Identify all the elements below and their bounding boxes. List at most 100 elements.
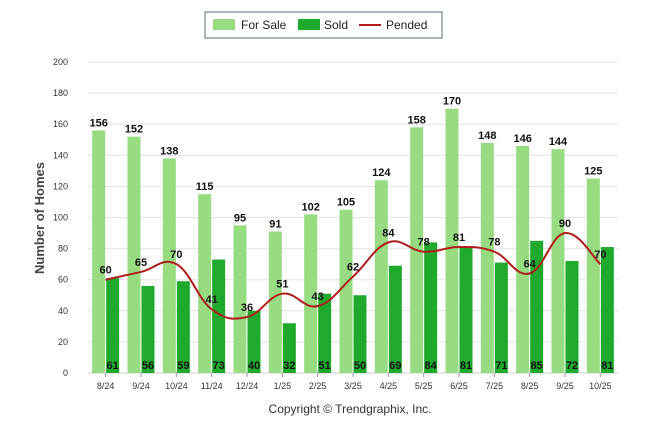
label-sold: 40	[248, 360, 260, 372]
bar-sold	[106, 278, 120, 373]
label-sold: 69	[389, 360, 401, 372]
label-for-sale: 144	[549, 136, 568, 148]
legend-label-sold: Sold	[324, 18, 348, 32]
y-tick-label: 120	[53, 181, 68, 191]
pended-line	[105, 232, 602, 320]
legend-swatch-for-sale	[213, 19, 235, 30]
bar-sold	[459, 247, 473, 373]
x-tick-label: 5/25	[415, 381, 433, 391]
label-pended: 70	[170, 249, 182, 261]
bar-sold	[141, 285, 155, 373]
x-tick-label: 6/25	[450, 381, 468, 391]
legend-swatch-sold	[298, 19, 320, 30]
legend[interactable]: For Sale Sold Pended	[204, 11, 443, 39]
label-pended: 70	[594, 249, 606, 261]
label-sold: 84	[425, 360, 438, 372]
bar-for-sale	[198, 194, 212, 373]
label-pended: 78	[418, 237, 430, 249]
label-for-sale: 102	[301, 201, 319, 213]
label-sold: 59	[177, 360, 189, 372]
label-sold: 72	[566, 360, 578, 372]
label-for-sale: 105	[337, 197, 355, 209]
label-for-sale: 158	[407, 114, 425, 126]
copyright-text: Copyright © Trendgraphix, Inc.	[269, 402, 432, 416]
bar-for-sale	[304, 214, 318, 373]
label-for-sale: 148	[478, 130, 496, 142]
x-tick-label: 9/25	[556, 381, 574, 391]
x-tick-label: 10/24	[165, 381, 188, 391]
y-tick-label: 200	[53, 57, 68, 67]
x-tick-label: 12/24	[236, 381, 259, 391]
x-tick-label: 3/25	[344, 381, 362, 391]
x-tick-label: 2/25	[309, 381, 327, 391]
label-sold: 51	[319, 360, 331, 372]
y-axis-ticks: 0 20 40 60 80 100 120 140 160 180 200	[53, 57, 68, 378]
x-tick-label: 8/24	[97, 381, 115, 391]
label-sold: 81	[601, 360, 613, 372]
bar-sold	[424, 242, 438, 373]
bar-for-sale	[445, 108, 459, 374]
label-sold: 85	[531, 360, 543, 372]
bar-sold	[388, 265, 402, 373]
label-sold: 50	[354, 360, 366, 372]
bar-for-sale	[374, 180, 388, 373]
label-pended: 64	[524, 258, 537, 270]
bar-for-sale	[586, 178, 600, 373]
bar-sold	[494, 262, 508, 373]
bar-sold	[600, 247, 614, 373]
label-sold: 73	[213, 360, 225, 372]
label-for-sale: 146	[513, 133, 531, 145]
label-for-sale: 125	[584, 166, 602, 178]
y-tick-label: 0	[63, 368, 68, 378]
label-sold: 71	[495, 360, 507, 372]
x-tick-label: 7/25	[486, 381, 504, 391]
legend-box	[204, 11, 443, 39]
label-sold: 61	[107, 360, 119, 372]
bar-sold	[565, 261, 579, 373]
x-tick-label: 1/25	[274, 381, 292, 391]
bar-for-sale	[480, 142, 494, 373]
y-tick-label: 140	[53, 150, 68, 160]
bar-for-sale	[551, 149, 565, 373]
y-tick-label: 60	[58, 275, 68, 285]
label-pended: 36	[241, 302, 253, 314]
bar-for-sale	[162, 158, 176, 373]
label-for-sale: 152	[125, 124, 143, 136]
label-for-sale: 95	[234, 212, 246, 224]
pended-line-path	[105, 232, 602, 320]
x-axis-ticks: 8/24 9/24 10/24 11/24 12/24 1/25 2/25 3/25 4/25 5…	[97, 373, 612, 391]
label-pended: 90	[559, 218, 571, 230]
bar-sold	[247, 310, 261, 373]
label-pended: 43	[312, 291, 324, 303]
bar-for-sale	[127, 136, 141, 373]
x-tick-label: 10/25	[589, 381, 612, 391]
x-tick-label: 9/24	[132, 381, 150, 391]
bar-for-sale	[268, 231, 282, 373]
bars	[92, 108, 614, 374]
bar-sold	[282, 323, 296, 373]
label-pended: 41	[206, 294, 218, 306]
bar-for-sale	[339, 209, 353, 373]
bar-for-sale	[92, 130, 106, 373]
label-pended: 84	[382, 227, 395, 239]
data-labels: 156 61 60 152 56 65 138 59 70 115 73 41 95 40 36 91 32 51…	[89, 96, 613, 372]
y-tick-label: 100	[53, 213, 68, 223]
y-tick-label: 80	[58, 244, 68, 254]
x-tick-label: 4/25	[380, 381, 398, 391]
y-tick-label: 40	[58, 306, 68, 316]
label-pended: 51	[276, 279, 288, 291]
legend-label-for-sale: For Sale	[241, 18, 287, 32]
bar-sold	[176, 281, 190, 373]
label-sold: 56	[142, 360, 154, 372]
x-tick-label: 8/25	[521, 381, 539, 391]
y-tick-label: 20	[58, 337, 68, 347]
bar-sold	[530, 240, 544, 373]
label-sold: 81	[460, 360, 472, 372]
x-tick-label: 11/24	[201, 381, 223, 391]
label-pended: 78	[488, 237, 500, 249]
label-for-sale: 156	[89, 117, 107, 129]
label-sold: 32	[283, 360, 295, 372]
y-tick-label: 180	[53, 88, 68, 98]
label-pended: 60	[100, 265, 112, 277]
